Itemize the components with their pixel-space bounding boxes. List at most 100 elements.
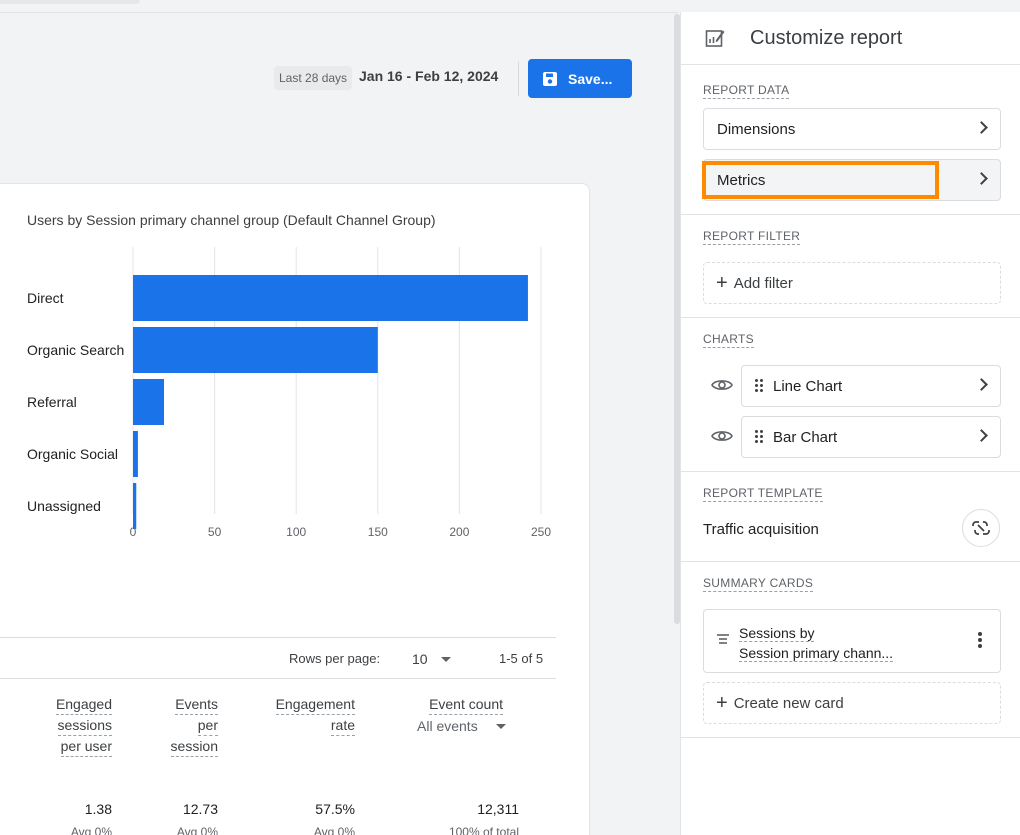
metrics-label: Metrics [717,171,766,189]
table-cell: 1.38 [84,801,112,817]
table-cell-sub: 100% of total [448,825,519,835]
category-label: Direct [27,290,64,306]
metrics-row[interactable]: Metrics [703,159,1001,201]
unlink-template-button[interactable] [962,509,1000,547]
plus-icon: + [716,692,728,714]
column-header-line: sessions [57,716,112,736]
column-header-line: Events [175,695,218,715]
column-header-events-per-session[interactable]: Events per session [148,694,218,757]
category-label: Organic Social [27,446,118,462]
drag-handle-icon[interactable] [755,379,763,393]
section-divider [681,317,1020,318]
drag-handle-icon[interactable] [755,430,763,444]
rows-per-page-label: Rows per page: [289,651,381,666]
x-tick-label: 200 [449,525,469,539]
save-icon [543,71,557,86]
scrollbar[interactable] [674,14,680,624]
line-chart-row[interactable]: Line Chart [741,365,1001,407]
save-button-label: Save... [568,70,613,87]
summary-card-row[interactable]: Sessions by Session primary chann... [703,609,1001,673]
table-cell: 57.5% [315,801,355,817]
category-label: Organic Search [27,342,124,358]
caret-down-icon[interactable] [441,657,451,662]
bar-chart-row[interactable]: Bar Chart [741,416,1001,458]
table-cell-sub: Avg 0% [176,825,218,835]
create-new-card-button[interactable]: + Create new card [703,682,1001,724]
category-label: Unassigned [27,498,101,514]
add-filter-button[interactable]: + Add filter [703,262,1001,304]
column-header-line: per [197,716,218,736]
chevron-right-icon [975,172,988,185]
section-label-report-filter: REPORT FILTER [703,229,801,245]
header-divider [518,62,519,96]
date-range[interactable]: Jan 16 - Feb 12, 2024 [359,68,499,84]
table-cell: 12,311 [477,801,519,817]
column-header-line: Event count [429,695,503,715]
summary-card-line: Session primary chann... [739,645,894,662]
table-cell: 12.73 [182,801,218,817]
x-tick-label: 50 [208,525,222,539]
x-tick-label: 0 [130,525,137,539]
column-header-line: rate [330,716,355,736]
pagination-range: 1-5 of 5 [499,651,544,666]
edit-report-icon [705,30,725,47]
top-tab [0,0,140,4]
eye-icon[interactable] [711,429,733,443]
column-header-line: Engaged [55,695,112,715]
rows-per-page-select[interactable]: 10 [412,651,428,667]
section-divider [681,561,1020,562]
panel-header: Customize report [681,12,1020,65]
section-divider [681,737,1020,738]
bar [133,327,378,373]
customize-report-panel: Customize report REPORT DATA Dimensions … [680,12,1020,835]
panel-title: Customize report [750,27,903,49]
summary-card-line: Sessions by [739,625,815,642]
line-chart-label: Line Chart [773,377,843,395]
section-label-summary-cards: SUMMARY CARDS [703,576,814,592]
plus-icon: + [716,272,728,294]
table-cell-sub: Avg 0% [70,825,112,835]
column-header-engagement-rate[interactable]: Engagement rate [255,694,355,736]
bar [133,483,137,529]
section-label-report-data: REPORT DATA [703,83,790,99]
chevron-right-icon [975,378,988,391]
bar [133,431,138,477]
x-tick-label: 150 [368,525,388,539]
card-icon [717,634,729,644]
dimensions-row[interactable]: Dimensions [703,108,1001,150]
chart-title: Users by Session primary channel group (… [27,212,436,228]
dimensions-label: Dimensions [717,120,796,138]
column-header-line: per user [60,737,112,757]
column-header-event-count[interactable]: Event count [400,694,503,715]
date-preset-chip[interactable]: Last 28 days [274,66,353,90]
section-divider [681,214,1020,215]
x-tick-label: 100 [286,525,306,539]
bar-chart-label: Bar Chart [773,428,838,446]
table-cell-sub: Avg 0% [313,825,355,835]
eye-icon[interactable] [711,378,733,392]
bar-chart: 0 50 100 150 200 250 Direct Organic Search Refer… [27,247,551,539]
top-divider [0,12,678,13]
event-filter-select[interactable]: All events [417,718,478,734]
section-label-charts: CHARTS [703,332,754,348]
column-header-engaged-sessions-per-user[interactable]: Engaged sessions per user [40,694,112,757]
summary-card-title: Sessions by Session primary chann... [739,623,894,663]
save-button[interactable]: Save... [528,59,632,98]
bar [133,379,165,425]
add-filter-label: Add filter [733,274,793,292]
column-header-line: Engagement [275,695,355,715]
more-options-icon[interactable] [978,632,982,648]
create-card-label: Create new card [733,694,844,712]
table-divider-header [0,678,556,679]
table-divider-top [0,637,556,638]
section-divider [681,471,1020,472]
caret-down-icon[interactable] [496,724,506,729]
unlink-icon [972,521,990,535]
chevron-right-icon [975,121,988,134]
bar [133,275,528,321]
x-tick-label: 250 [531,525,551,539]
category-label: Referral [27,394,77,410]
template-name: Traffic acquisition [703,521,819,538]
chevron-right-icon [975,429,988,442]
column-header-line: session [170,737,218,757]
